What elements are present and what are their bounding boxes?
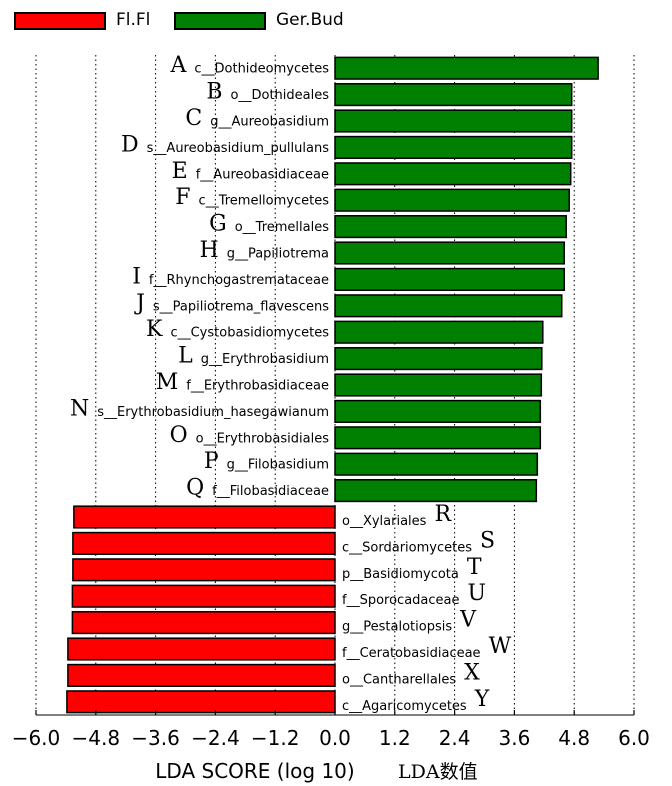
bar-letter-C: C (185, 106, 202, 131)
bar-label-D: s__Aureobasidium_pullulans (147, 141, 330, 156)
bar-label-J: s__Papiliotrema_flavescens (153, 299, 329, 314)
bar-label-T: p__Basidiomycota (342, 567, 459, 582)
bar-letter-T: T (467, 555, 482, 580)
bar-Q (334, 479, 538, 503)
bar-letter-V: V (459, 608, 477, 633)
bar-I (334, 267, 565, 291)
bar-letter-I: I (132, 264, 141, 289)
bar-letter-N: N (70, 396, 89, 421)
legend-swatch-gerbud (174, 12, 266, 30)
bar-letter-M: M (156, 370, 179, 395)
bar-label-E: f__Aureobasidiaceae (196, 167, 329, 182)
x-tick-label-10: 6.0 (618, 726, 650, 750)
bar-letter-P: P (204, 449, 219, 474)
x-tick-label-9: 4.8 (558, 726, 590, 750)
bar-labels: c__Dothideomycetes Ao__Dothideales Bg__Aur… (70, 53, 512, 714)
bar-R (73, 505, 336, 529)
bar-label-A: c__Dothideomycetes (194, 62, 329, 77)
bar-letter-E: E (172, 159, 188, 184)
bar-label-Y: c__Agaricomycetes (342, 699, 467, 714)
bar-label-H: g__Papiliotrema (227, 247, 329, 262)
bar-letter-U: U (468, 581, 487, 606)
bar-letter-X: X (464, 660, 480, 685)
bar-letter-J: J (134, 291, 145, 316)
bar-K (334, 320, 544, 344)
x-tick-label-6: 1.2 (379, 726, 411, 750)
bar-letter-S: S (480, 528, 495, 553)
bar-Y (66, 690, 336, 714)
bar-B (334, 83, 573, 107)
bar-J (334, 294, 563, 318)
bar-label-C: g__Aureobasidium (210, 115, 329, 130)
bar-letter-A: A (169, 53, 187, 78)
bar-label-I: f__Rhynchogastremataceae (149, 273, 329, 288)
bar-label-F: c__Tremellomycetes (199, 194, 330, 209)
bar-T (72, 558, 336, 582)
legend-label-gerbud: Ger.Bud (276, 10, 344, 30)
legend-swatch-flfl (14, 12, 106, 30)
x-tick-label-5: 0.0 (319, 726, 351, 750)
x-tick-label-2: −3.6 (131, 726, 180, 750)
bar-D (334, 135, 573, 159)
bar-label-K: c__Cystobasidiomycetes (170, 326, 329, 341)
x-axis-title: LDA SCORE (log 10) (155, 759, 354, 783)
bar-letter-Q: Q (186, 476, 204, 501)
bar-label-G: o__Tremellales (235, 220, 330, 235)
bar-letter-F: F (175, 185, 190, 210)
x-tick-label-3: −2.4 (191, 726, 240, 750)
x-tick-label-8: 3.6 (498, 726, 530, 750)
bar-letter-D: D (121, 132, 139, 157)
x-tick-label-1: −4.8 (72, 726, 121, 750)
x-axis-title-cn: LDA数值 (398, 761, 478, 783)
bar-O (334, 426, 542, 450)
x-tick-label-4: −1.2 (251, 726, 300, 750)
bar-label-U: f__Sporocadaceae (342, 593, 460, 608)
bar-label-O: o__Erythrobasidiales (196, 431, 330, 446)
bar-letter-O: O (170, 423, 188, 448)
bar-letter-G: G (209, 212, 227, 237)
bar-L (334, 347, 543, 371)
bar-label-P: g__Filobasidium (227, 458, 329, 473)
bar-label-X: o__Cantharellales (342, 672, 456, 687)
bar-letter-Y: Y (474, 687, 490, 712)
bar-label-V: g__Pestalotiopsis (342, 620, 452, 635)
bar-label-B: o__Dothideales (231, 88, 330, 103)
bar-H (334, 241, 565, 265)
bar-M (334, 373, 543, 397)
bar-label-N: s__Erythrobasidium_hasegawianum (97, 405, 329, 420)
bar-C (334, 109, 573, 133)
bar-W (67, 637, 336, 661)
bar-label-Q: f__Filobasidiaceae (212, 484, 329, 499)
bar-X (67, 663, 336, 687)
bar-P (334, 452, 539, 476)
bar-letter-R: R (434, 502, 452, 527)
bar-A (334, 56, 599, 80)
bar-label-R: o__Xylariales (342, 514, 427, 529)
x-tick-label-7: 2.4 (439, 726, 471, 750)
bar-F (334, 188, 570, 212)
bar-V (71, 611, 336, 635)
bar-label-L: g__Erythrobasidium (201, 352, 329, 367)
bar-label-W: f__Ceratobasidiaceae (342, 646, 481, 661)
legend-label-flfl: Fl.Fl (116, 10, 151, 30)
bar-letter-K: K (146, 317, 163, 342)
bars (66, 56, 599, 714)
bar-U (71, 584, 336, 608)
bar-label-S: c__Sordariomycetes (342, 540, 472, 555)
x-tick-label-0: −6.0 (12, 726, 61, 750)
bar-letter-L: L (178, 344, 193, 369)
bar-letter-W: W (489, 634, 512, 659)
bar-letter-H: H (200, 238, 219, 263)
x-axis: −6.0 −4.8 −3.6 −2.4 −1.2 0.0 1.2 2.4 3.6 4.8 6.0 (12, 710, 650, 750)
bar-label-M: f__Erythrobasidiaceae (186, 379, 329, 394)
bar-E (334, 162, 572, 186)
bar-G (334, 215, 567, 239)
bar-N (334, 399, 542, 423)
bar-S (72, 531, 336, 555)
bar-letter-B: B (206, 80, 222, 105)
